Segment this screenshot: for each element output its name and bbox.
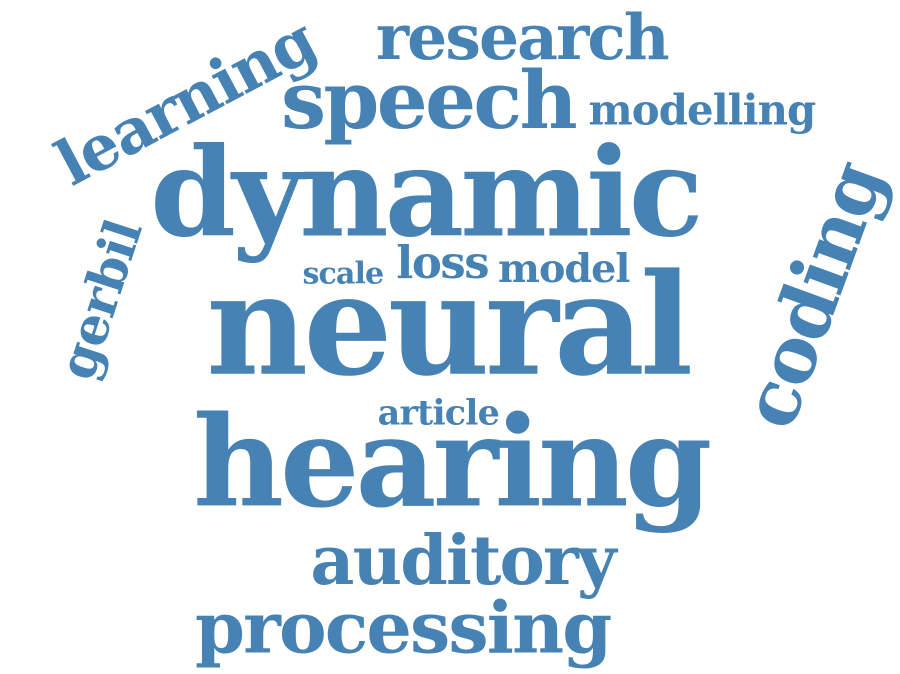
word-research: research: [375, 0, 669, 74]
word-dynamic: dynamic: [150, 118, 704, 265]
word-processing: processing: [195, 585, 612, 669]
word-loss: loss: [395, 236, 489, 289]
word-modelling: modelling: [587, 85, 816, 135]
word-model: model: [497, 244, 630, 292]
word-speech: speech: [280, 53, 577, 147]
word-article: article: [377, 391, 499, 433]
word-neural: neural: [206, 242, 693, 407]
word-gerbil: gerbil: [46, 213, 154, 387]
word-scale: scale: [301, 254, 384, 291]
word-auditory: auditory: [310, 521, 616, 601]
word-hearing: hearing: [192, 388, 712, 536]
word-coding: coding: [723, 150, 900, 440]
